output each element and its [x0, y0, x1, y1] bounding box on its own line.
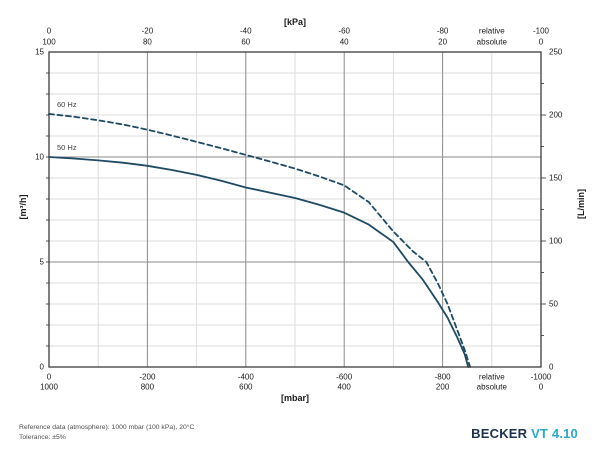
bottom-axis-relative-label: -200	[139, 372, 156, 382]
bottom-axis-relative-label: -400	[237, 372, 254, 382]
bottom-axis-absolute-label: 0	[538, 382, 544, 392]
top-axis-relative-label: -100	[532, 26, 550, 36]
top-axis-title: [kPa]	[283, 17, 307, 27]
right-axis-label: 150	[549, 173, 563, 183]
left-axis-label: 0	[39, 362, 44, 372]
top-axis-absolute-label: 80	[142, 37, 152, 46]
curve-60hz	[48, 113, 472, 368]
bottom-axis-absolute-label: absolute	[476, 382, 507, 392]
reference-note-line2: Tolerance: ±5%	[19, 433, 66, 441]
bottom-axis-relative-label: relative	[478, 372, 505, 382]
left-axis-label: 5	[39, 257, 44, 267]
bottom-axis-relative-label: -1000	[530, 372, 552, 382]
plot-border	[48, 51, 542, 368]
left-axis-label: 10	[35, 152, 44, 162]
right-axis-label: 250	[549, 47, 563, 57]
bottom-axis-title: [mbar]	[280, 393, 310, 403]
model-name: VT 4.10	[531, 426, 578, 441]
right-axis-label: 100	[549, 236, 563, 246]
right-axis-label: 0	[549, 362, 554, 372]
top-axis-relative-label: -60	[338, 26, 350, 36]
top-axis-relative-label: -80	[436, 26, 449, 36]
reference-note-line1: Reference data (atmosphere): 1000 mbar (…	[19, 424, 195, 431]
top-axis-absolute-label: absolute	[476, 37, 507, 46]
curve-label-50hz: 50 Hz	[57, 143, 77, 152]
top-axis-absolute-label: 40	[339, 37, 349, 46]
top-axis-absolute-label: 20	[438, 37, 448, 46]
brand-name: BECKER	[471, 426, 528, 441]
reference-note: Reference data (atmosphere): 1000 mbar (…	[19, 423, 194, 442]
right-axis-title: [L/min]	[576, 189, 586, 219]
bottom-axis-relative-label: -600	[336, 372, 353, 382]
right-axis-label: 200	[549, 110, 563, 120]
top-axis-relative-label: -20	[141, 26, 154, 36]
bottom-axis-absolute-label: 400	[337, 382, 351, 392]
bottom-axis-absolute-label: 800	[140, 382, 155, 392]
top-axis-relative-label: relative	[478, 26, 505, 36]
bottom-axis-absolute-label: 600	[239, 382, 253, 392]
brand-logo: BECKER VT 4.10	[471, 426, 578, 441]
top-axis-absolute-label: 100	[42, 37, 56, 46]
bottom-axis-absolute-label: 1000	[40, 382, 58, 392]
top-axis-absolute-label: 0	[538, 37, 544, 46]
bottom-axis-absolute-label: 200	[435, 382, 450, 392]
bottom-axis-relative-label: 0	[46, 372, 52, 382]
left-axis-label: 15	[35, 47, 44, 57]
left-axis-title: [m³/h]	[18, 194, 28, 220]
top-axis-relative-label: 0	[46, 26, 52, 36]
curve-label-60hz: 60 Hz	[57, 100, 77, 109]
right-axis-label: 50	[549, 299, 558, 309]
top-axis-absolute-label: 60	[241, 37, 251, 46]
curve-50hz	[48, 156, 470, 368]
bottom-axis-relative-label: -800	[434, 372, 451, 382]
top-axis-relative-label: -40	[240, 26, 252, 36]
